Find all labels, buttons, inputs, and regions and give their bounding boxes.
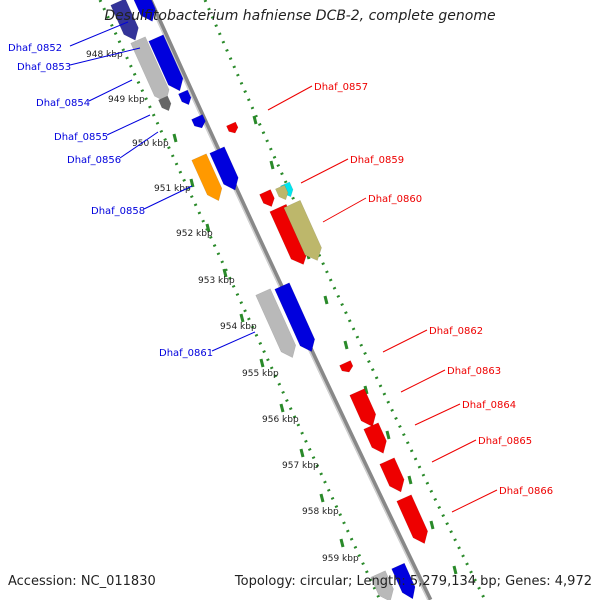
gene-feature-0858 xyxy=(191,153,223,202)
gene-feature-0854 xyxy=(158,95,172,112)
gene-feature-0857 xyxy=(226,121,239,134)
ruler-label: 956 kbp xyxy=(262,415,299,425)
gene-feature-0856 xyxy=(191,114,206,129)
gene-feature-next-blue xyxy=(391,562,416,600)
gene-leader-line xyxy=(431,439,477,463)
gene-label: Dhaf_0865 xyxy=(478,436,532,447)
ruler-right xyxy=(203,0,487,600)
ruler-tick xyxy=(385,430,391,440)
ruler-tick xyxy=(239,313,245,323)
gene-label: Dhaf_0854 xyxy=(36,98,90,109)
gene-leader-line xyxy=(400,369,446,393)
ruler-tick xyxy=(259,358,265,368)
gene-feature-0852 xyxy=(110,0,139,41)
ruler-label: 955 kbp xyxy=(242,369,279,379)
gene-leader-line xyxy=(88,79,133,102)
gene-label: Dhaf_0858 xyxy=(91,206,145,217)
ruler-tick xyxy=(299,448,305,458)
ruler-tick xyxy=(279,403,285,413)
gene-leader-line xyxy=(322,197,367,223)
ruler-label: 959 kbp xyxy=(322,554,359,564)
gene-features xyxy=(110,0,428,600)
gene-leader-line xyxy=(69,47,141,66)
gene-label: Dhaf_0860 xyxy=(368,194,422,205)
gene-leader-line xyxy=(106,114,151,136)
gene-label: Dhaf_0859 xyxy=(350,155,404,166)
gene-feature-0863 xyxy=(349,388,377,428)
ruler-label: 950 kbp xyxy=(132,139,169,149)
ruler-tick xyxy=(363,385,369,395)
ruler-label: 958 kbp xyxy=(302,507,339,517)
genome-title: Desulfitobacterium hafniense DCB-2, comp… xyxy=(104,8,496,24)
gene-label: Dhaf_0862 xyxy=(429,326,483,337)
gene-feature-0859b xyxy=(275,184,289,201)
ruler-tick xyxy=(407,475,413,485)
gene-feature-0861a xyxy=(255,288,297,359)
genome-summary-text: Topology: circular; Length: 5,279,134 bp… xyxy=(234,574,592,589)
ruler-tick xyxy=(189,178,195,188)
gene-feature-0853 xyxy=(130,36,170,103)
gene-leader-line xyxy=(119,131,159,159)
accession-text: Accession: NC_011830 xyxy=(8,574,156,589)
gene-label: Dhaf_0864 xyxy=(462,400,516,411)
gene-label: Dhaf_0866 xyxy=(499,486,553,497)
gene-leader-line xyxy=(143,185,193,210)
gene-leader-line xyxy=(414,403,461,426)
ruler-label: 953 kbp xyxy=(198,276,235,286)
ruler-tick xyxy=(269,160,275,170)
gene-labels: Dhaf_0852 Dhaf_0853 Dhaf_0854 Dhaf_0855 Dhaf… xyxy=(8,21,553,513)
ruler-tick xyxy=(339,538,345,548)
gene-feature-0860 xyxy=(283,199,322,261)
ruler-tick xyxy=(319,493,325,503)
gene-leader-line xyxy=(211,331,256,352)
ruler-labels: 948 kbp 949 kbp 950 kbp 951 kbp 952 kbp 953 k… xyxy=(86,50,359,564)
ruler-label: 954 kbp xyxy=(220,322,257,332)
gene-leader-line xyxy=(267,85,313,111)
gene-label: Dhaf_0856 xyxy=(67,155,121,166)
ruler-tick xyxy=(323,295,329,305)
gene-feature-0859a xyxy=(259,189,275,207)
ruler-tick xyxy=(429,520,435,530)
gene-label: Dhaf_0853 xyxy=(17,62,71,73)
gene-feature-next-grey xyxy=(370,570,394,600)
gene-feature-0862 xyxy=(339,360,354,373)
gene-feature-0858b xyxy=(209,146,239,191)
ruler-left xyxy=(98,0,382,600)
gene-feature-0855 xyxy=(178,89,192,106)
gene-feature-0860a xyxy=(269,203,308,265)
gene-label: Dhaf_0857 xyxy=(314,82,368,93)
ruler-label: 951 kbp xyxy=(154,184,191,194)
ruler-tick xyxy=(205,223,211,233)
gene-feature-0852b xyxy=(133,0,156,22)
ruler-tick xyxy=(222,268,228,278)
gene-leader-line xyxy=(300,158,349,184)
gene-leader-line xyxy=(382,329,428,353)
gene-leader-line xyxy=(451,489,498,513)
ruler-label: 952 kbp xyxy=(176,229,213,239)
ruler-lines xyxy=(98,0,487,600)
ruler-tick xyxy=(252,115,258,125)
gene-label: Dhaf_0861 xyxy=(159,348,213,359)
gene-leader-line xyxy=(69,21,129,47)
gene-feature-0865 xyxy=(379,457,405,493)
gene-feature-0866 xyxy=(396,494,428,544)
ruler-label: 948 kbp xyxy=(86,50,123,60)
gene-label: Dhaf_0852 xyxy=(8,43,62,54)
ruler-label: 957 kbp xyxy=(282,461,319,471)
gene-label: Dhaf_0855 xyxy=(54,132,108,143)
gene-feature-0853b xyxy=(148,34,184,92)
ruler-tick xyxy=(172,133,178,143)
ruler-label: 949 kbp xyxy=(108,95,145,105)
gene-feature-0864 xyxy=(363,422,387,454)
ruler-tick xyxy=(452,565,458,575)
ruler-tick xyxy=(343,340,349,350)
gene-feature-0861 xyxy=(274,282,316,353)
gene-label: Dhaf_0863 xyxy=(447,366,501,377)
